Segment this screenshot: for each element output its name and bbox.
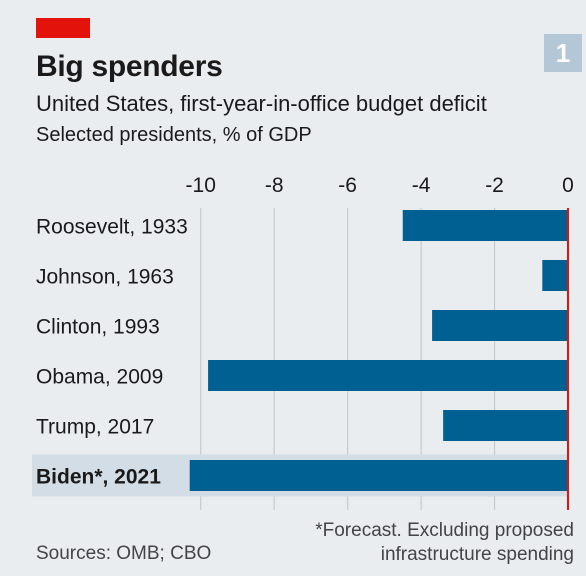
x-tick-label: -8 — [265, 174, 284, 197]
sources: Sources: OMB; CBO — [36, 543, 212, 564]
x-tick-label: -10 — [186, 174, 216, 197]
category-label: Roosevelt, 1933 — [36, 216, 188, 239]
chart-units: Selected presidents, % of GDP — [36, 124, 312, 146]
bar — [402, 210, 568, 241]
footnote-line: infrastructure spending — [380, 544, 574, 565]
x-tick-label: -6 — [338, 174, 357, 197]
accent-tag — [36, 18, 90, 38]
x-axis-ticks: -10 -8 -6 -4 -2 0 — [186, 174, 574, 197]
category-label: Trump, 2017 — [36, 416, 154, 439]
x-tick-label: 0 — [562, 174, 574, 197]
bar — [432, 310, 568, 341]
bar — [542, 260, 568, 291]
bars — [189, 210, 568, 491]
chart-title: Big spenders — [36, 50, 223, 83]
x-tick-label: -4 — [412, 174, 431, 197]
category-label: Obama, 2009 — [36, 366, 163, 389]
bar — [189, 460, 568, 491]
chart-subtitle: United States, first-year-in-office budg… — [36, 91, 487, 116]
category-label: Johnson, 1963 — [36, 266, 174, 289]
bar — [208, 360, 568, 391]
category-labels: Roosevelt, 1933 Johnson, 1963 Clinton, 199… — [36, 216, 188, 489]
x-tick-label: -2 — [485, 174, 504, 197]
chart-number-badge: 1 — [544, 34, 582, 72]
category-label: Biden*, 2021 — [36, 466, 161, 489]
category-label: Clinton, 1993 — [36, 316, 160, 339]
footnote: *Forecast. Excluding proposed infrastruc… — [315, 519, 574, 567]
bar — [443, 410, 568, 441]
bar-chart: -10 -8 -6 -4 -2 0 Roosevelt, 1933 Johnson, 196… — [32, 174, 574, 510]
footnote-line: *Forecast. Excluding proposed — [315, 520, 574, 541]
